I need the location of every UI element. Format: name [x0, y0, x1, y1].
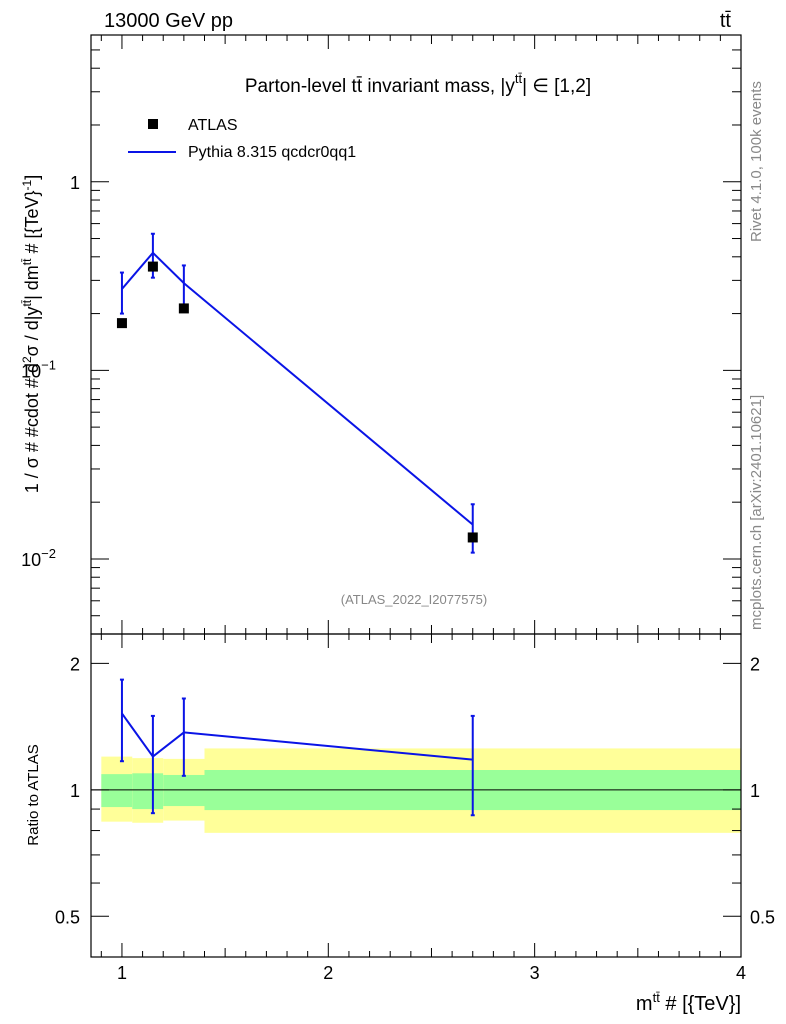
energy-label: 13000 GeV pp	[104, 10, 233, 32]
analysis-watermark: (ATLAS_2022_I2077575)	[341, 592, 487, 607]
ratio-y-axis-label: Ratio to ATLAS	[25, 744, 42, 845]
atlas-data-point	[178, 303, 189, 314]
ylabel-part: | dm	[22, 265, 42, 300]
ratio-band-green	[132, 773, 164, 810]
legend: ATLAS Pythia 8.315 qcdcr0qq1	[128, 117, 356, 161]
atlas-data-point	[116, 318, 127, 329]
ratio-band-green	[101, 774, 133, 808]
chart-title: Parton-level tt̄ invariant mass, |ytt̄| …	[245, 71, 591, 97]
ylabel-part: 2	[20, 356, 34, 363]
source-label: mcplots.cern.ch [arXiv:2401.10621]	[748, 395, 765, 630]
x-tick-label: 2	[323, 963, 333, 983]
ratio-y-tick-label-right: 2	[750, 654, 760, 674]
y-axis-label: 1 / σ # #cdot # d2σ / d|ytt̄| dmtt̄ # [{…	[20, 175, 42, 493]
atlas-data-point	[147, 261, 158, 272]
ratio-band-green	[163, 774, 205, 807]
ratio-y-tick-label: 1	[70, 781, 80, 801]
legend-label-atlas: ATLAS	[188, 117, 238, 134]
ratio-mc-line	[121, 712, 473, 761]
ylabel-part: σ / d|y	[22, 307, 42, 357]
ratio-panel: Ratio to ATLAS mtt̄ # [{TeV}]	[25, 744, 741, 1015]
y-tick-label: 1	[70, 173, 80, 193]
atlas-data-point	[467, 532, 478, 543]
x-tick-label: 3	[530, 963, 540, 983]
ylabel-part: tt̄	[20, 299, 34, 306]
y-tick-label: 10−1	[21, 357, 56, 381]
main-panel: Parton-level tt̄ invariant mass, |ytt̄| …	[20, 71, 591, 607]
xlabel-tail: # [{TeV}]	[660, 993, 741, 1015]
y-tick-label: 10−2	[21, 546, 56, 570]
ylabel-part: 1 / σ # #cdot # d	[22, 363, 42, 493]
ratio-y-tick-label: 2	[70, 654, 80, 674]
ylabel-part: -1	[20, 179, 34, 190]
x-tick-label: 4	[736, 963, 746, 983]
process-label: tt̄	[720, 10, 732, 32]
chart-title-sup: tt̄	[515, 71, 523, 86]
main-mc-line	[121, 251, 474, 526]
ylabel-part: tt̄	[20, 258, 34, 265]
legend-label-pythia: Pythia 8.315 qcdcr0qq1	[188, 144, 356, 161]
x-tick-label: 1	[117, 963, 127, 983]
xlabel-sup: tt̄	[653, 990, 661, 1005]
ratio-y-tick-label-right: 0.5	[750, 907, 775, 927]
ratio-y-tick-label-right: 1	[750, 781, 760, 801]
rivet-version-label: Rivet 4.1.0, 100k events	[748, 81, 765, 242]
ylabel-part: # [{TeV}	[22, 190, 42, 258]
ylabel-part: ]	[22, 175, 42, 180]
xlabel-main: m	[636, 993, 653, 1015]
chart-title-tail: | ∈ [1,2]	[522, 76, 591, 97]
chart-title-main: Parton-level tt̄ invariant mass, |y	[245, 76, 515, 97]
ratio-frame	[90, 633, 742, 958]
ratio-y-tick-label: 0.5	[55, 907, 80, 927]
x-axis-label: mtt̄ # [{TeV}]	[636, 990, 741, 1015]
legend-marker-atlas	[148, 119, 158, 129]
